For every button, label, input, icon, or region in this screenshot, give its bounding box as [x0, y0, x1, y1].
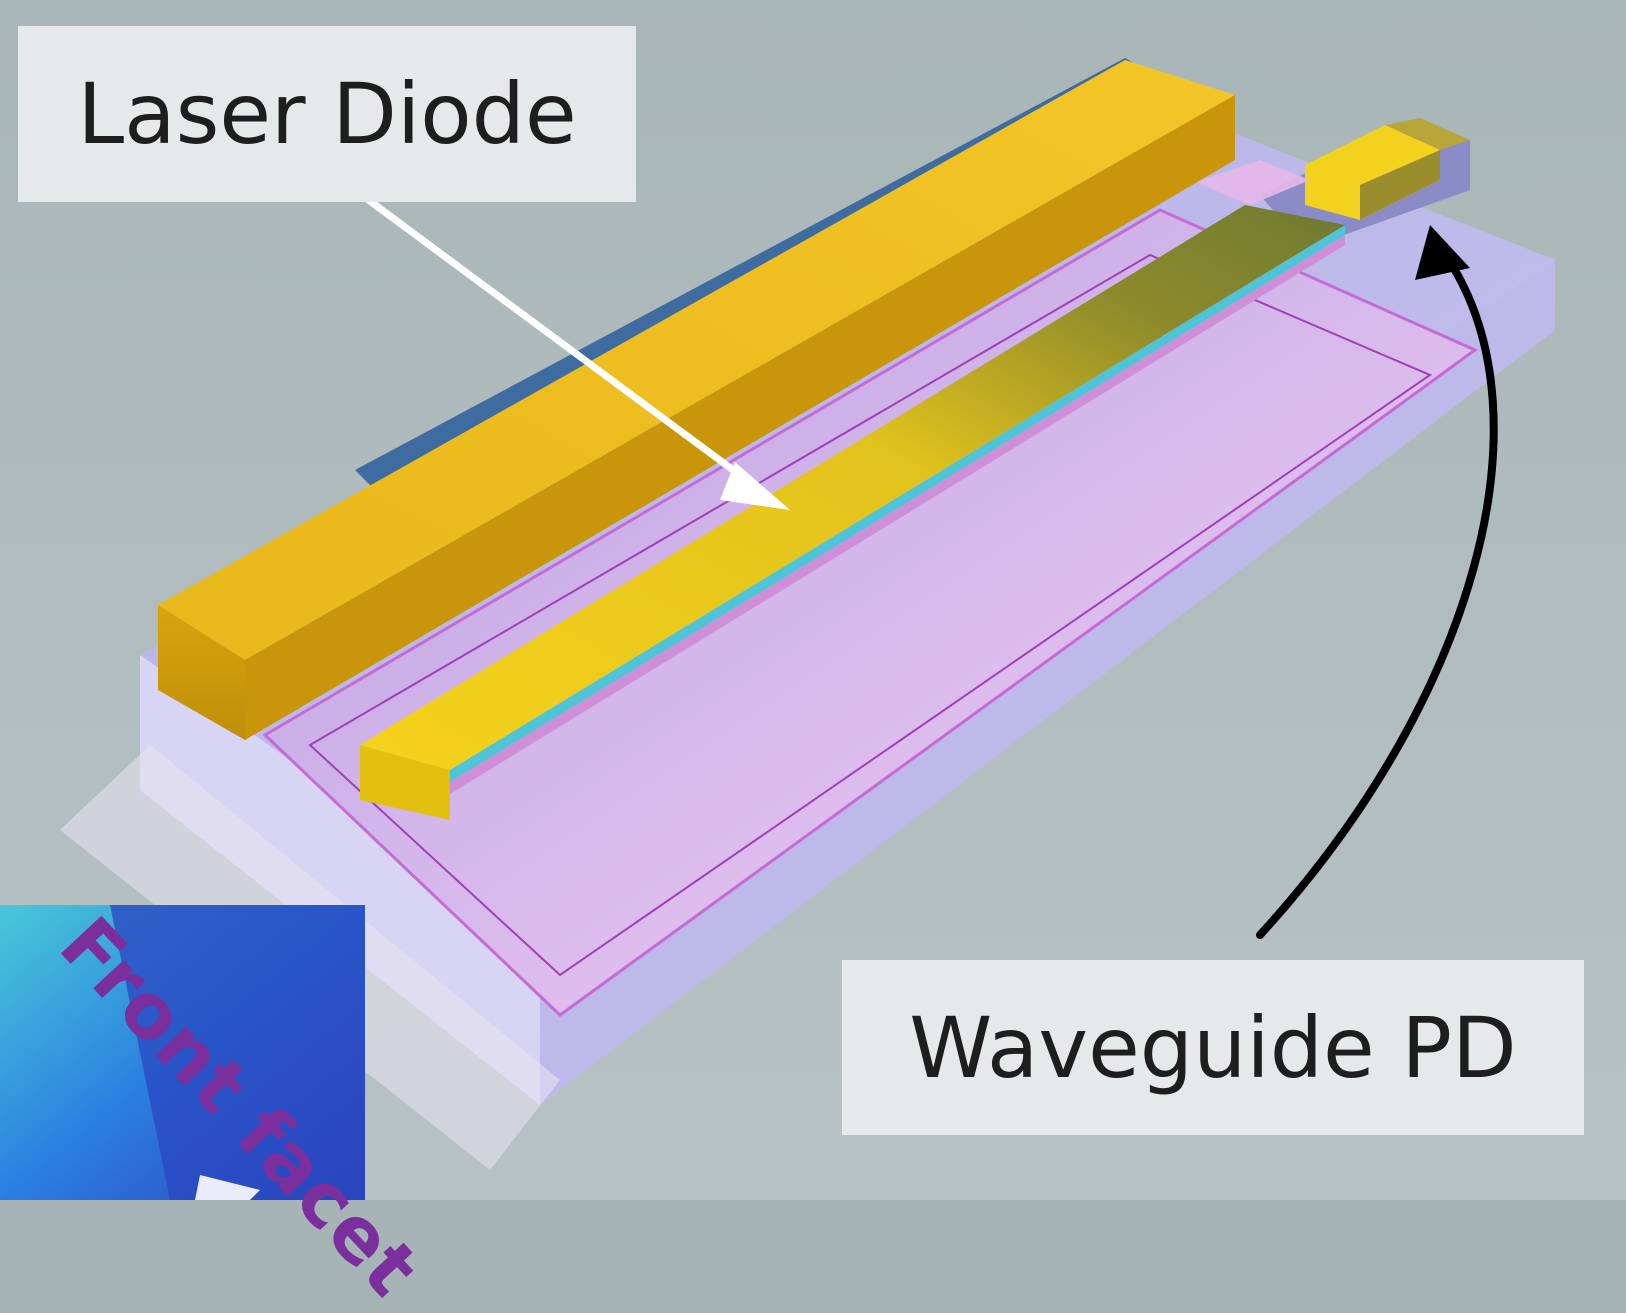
laser-gold-electrode [158, 60, 1235, 740]
photonic-chip-illustration [0, 0, 1626, 1200]
laser-ridge [360, 205, 1345, 820]
waveguide-region [262, 208, 1478, 1017]
laser-diode-label: Laser Diode [18, 26, 636, 202]
waveguide-pd-arrow [1256, 225, 1498, 939]
waveguide-pd-block [1195, 118, 1470, 240]
corner-cube [0, 905, 365, 1200]
waveguide-pd-label: Waveguide PD [842, 960, 1584, 1135]
laser-diode-arrow [351, 186, 790, 510]
